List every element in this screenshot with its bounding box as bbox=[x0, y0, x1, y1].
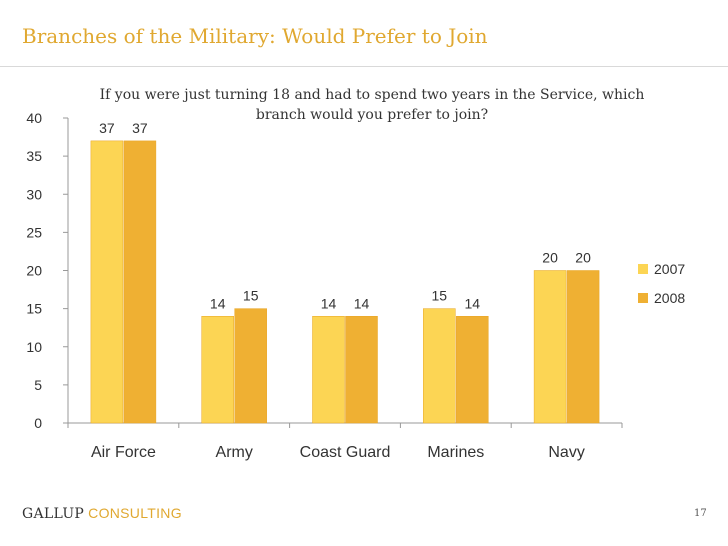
data-label: 37 bbox=[99, 120, 115, 136]
y-tick-label: 40 bbox=[26, 110, 42, 126]
data-label: 14 bbox=[321, 295, 337, 311]
legend-label-2008: 2008 bbox=[654, 290, 685, 306]
title-divider bbox=[0, 66, 728, 67]
legend-label-2007: 2007 bbox=[654, 261, 685, 277]
bar-2007 bbox=[533, 270, 567, 424]
data-label: 20 bbox=[575, 250, 591, 266]
plot-area: 0 5 10 15 20 25 30 35 40 Air Force 37 37 Army 14 15 Coa… bbox=[26, 110, 623, 461]
data-label: 14 bbox=[210, 295, 226, 311]
y-tick-label: 0 bbox=[34, 415, 42, 431]
footer-logo: GALLUP CONSULTING bbox=[22, 505, 182, 522]
data-label: 14 bbox=[465, 295, 481, 311]
gallup-wordmark: GALLUP bbox=[22, 506, 85, 522]
consulting-wordmark: CONSULTING bbox=[88, 505, 182, 521]
legend-swatch-2007 bbox=[638, 264, 648, 274]
data-label: 20 bbox=[542, 250, 558, 266]
bar-2008 bbox=[345, 316, 378, 424]
bar-2007 bbox=[312, 316, 345, 424]
x-category-label: Coast Guard bbox=[300, 444, 391, 461]
legend-swatch-2008 bbox=[638, 293, 648, 303]
x-category-label: Marines bbox=[427, 444, 484, 461]
slide-title: Branches of the Military: Would Prefer t… bbox=[22, 24, 488, 48]
data-label: 37 bbox=[132, 120, 148, 136]
data-label: 15 bbox=[432, 288, 448, 304]
bar-2007 bbox=[423, 308, 456, 424]
bar-2008 bbox=[456, 316, 489, 424]
y-tick-label: 10 bbox=[26, 339, 42, 355]
bar-2008 bbox=[123, 140, 157, 424]
chart-subtitle-line-1: If you were just turning 18 and had to s… bbox=[100, 87, 645, 103]
y-tick-label: 35 bbox=[26, 148, 42, 164]
bar-2008 bbox=[566, 270, 600, 424]
bar-chart: If you were just turning 18 and had to s… bbox=[26, 87, 685, 461]
bar-2007 bbox=[201, 316, 234, 424]
y-tick-label: 15 bbox=[26, 301, 42, 317]
y-tick-label: 20 bbox=[26, 263, 42, 279]
data-label: 15 bbox=[243, 288, 259, 304]
y-tick-label: 25 bbox=[26, 224, 42, 240]
x-category-label: Navy bbox=[548, 444, 584, 461]
y-tick-label: 30 bbox=[26, 186, 42, 202]
bar-2007 bbox=[90, 140, 124, 424]
data-label: 14 bbox=[354, 295, 370, 311]
bar-2008 bbox=[234, 308, 267, 424]
legend: 2007 2008 bbox=[638, 261, 685, 306]
y-tick-label: 5 bbox=[34, 377, 42, 393]
chart-subtitle-line-2: branch would you prefer to join? bbox=[256, 107, 488, 123]
x-category-label: Air Force bbox=[91, 444, 156, 461]
page-number: 17 bbox=[694, 508, 707, 519]
x-category-label: Army bbox=[216, 444, 253, 461]
